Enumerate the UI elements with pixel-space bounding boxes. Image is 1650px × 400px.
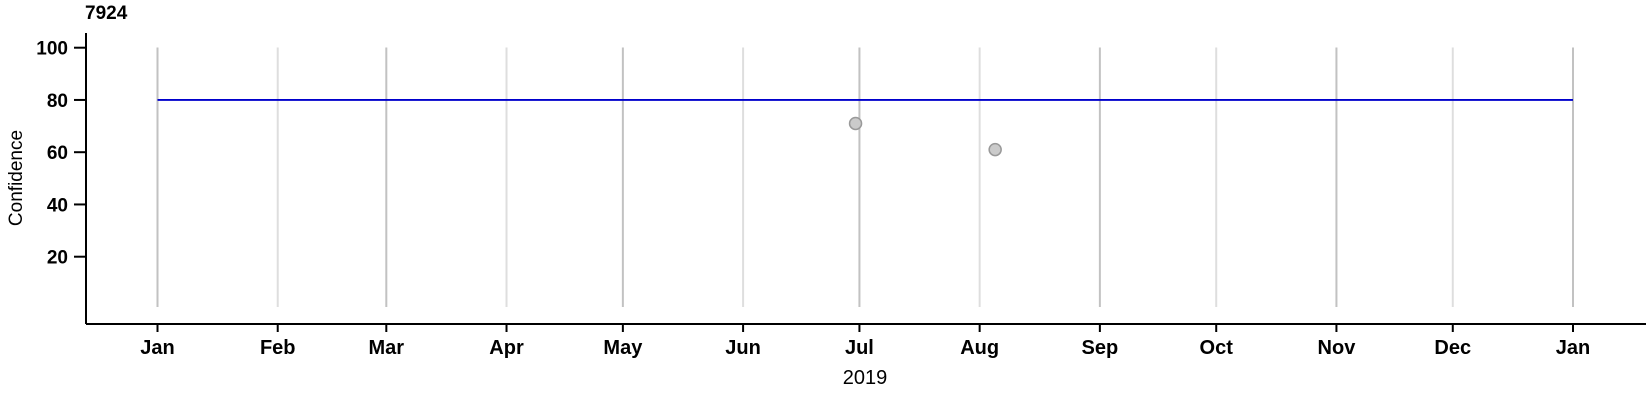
x-tick-label-8-sep: Sep: [1082, 337, 1119, 359]
x-tick-label-10-nov: Nov: [1318, 337, 1357, 359]
y-tick-label-100: 100: [36, 39, 68, 60]
data-point-2: [988, 142, 1002, 157]
x-tick-label-9-oct: Oct: [1200, 337, 1234, 359]
x-tick-label-3-apr: Apr: [489, 337, 524, 359]
x-tick-label-11-dec: Dec: [1434, 337, 1471, 359]
data-point-1: [848, 116, 863, 131]
x-tick-label-2-mar: Mar: [369, 337, 405, 359]
x-tick-label-1-feb: Feb: [260, 337, 296, 359]
y-tick-label-80: 80: [47, 91, 68, 112]
x-tick-label-4-may: May: [603, 337, 643, 359]
x-tick-label-6-jul: Jul: [845, 337, 874, 359]
y-tick-label-60: 60: [47, 143, 68, 164]
y-tick-label-40: 40: [47, 195, 68, 216]
x-tick-label-0-jan: Jan: [140, 337, 174, 359]
x-tick-label-5-jun: Jun: [725, 337, 761, 359]
x-axis-label: 2019: [842, 367, 888, 389]
chart-title: 7924: [85, 3, 128, 24]
y-tick-label-20: 20: [47, 248, 68, 269]
x-tick-label-7-aug: Aug: [960, 337, 999, 359]
x-tick-label-12-jan: Jan: [1556, 337, 1590, 359]
